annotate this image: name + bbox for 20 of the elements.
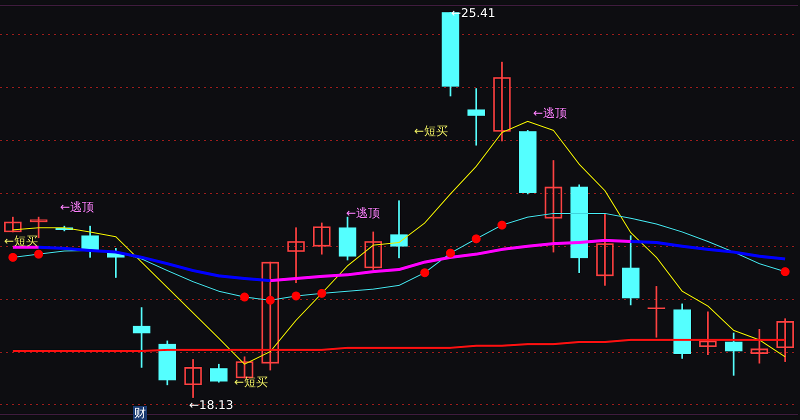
annotation: ←短买 [4, 234, 38, 248]
annotation: ←逃顶 [60, 200, 94, 214]
point [292, 291, 301, 300]
point [317, 288, 326, 298]
point [472, 234, 481, 244]
annotation: ←短买 [234, 375, 268, 389]
point [497, 220, 506, 230]
annotation: ←逃顶 [346, 206, 380, 220]
point [446, 248, 455, 258]
annotation: ←逃顶 [533, 106, 568, 120]
annotation: ←短买 [414, 124, 448, 138]
point [266, 296, 275, 305]
point [240, 292, 250, 302]
point [34, 250, 44, 259]
point [780, 267, 790, 276]
annotation: ←25.41 [451, 6, 496, 20]
point [420, 268, 430, 278]
annotation: ←18.13 [189, 398, 234, 412]
annotation: 财 [133, 406, 147, 420]
point [8, 252, 18, 262]
